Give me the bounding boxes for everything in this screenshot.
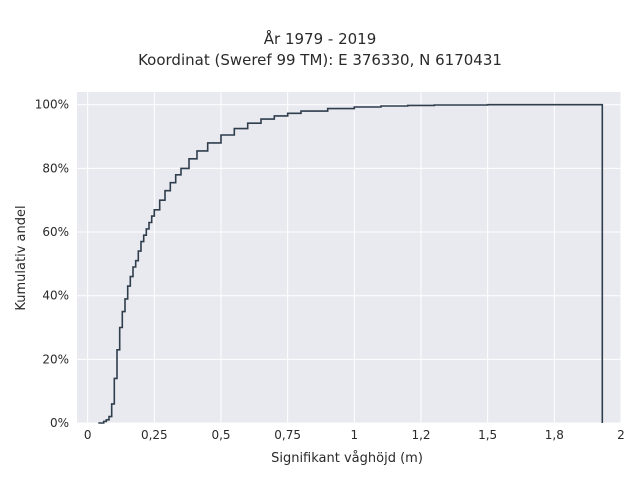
x-tick-label: 1: [351, 428, 359, 442]
cumulative-share-line: [98, 103, 604, 424]
y-axis-label: Kumulativ andel: [14, 205, 29, 310]
grid-layer: [77, 92, 622, 424]
y-tick-label: 80%: [42, 161, 69, 175]
y-tick-label: 0%: [50, 416, 69, 430]
x-tick-label: 0: [84, 428, 92, 442]
x-tick-label: 0,25: [141, 428, 168, 442]
x-tick-label: 1,2: [411, 428, 430, 442]
x-axis-label: Signifikant våghöjd (m): [271, 451, 423, 466]
x-tick-label: 2: [617, 428, 625, 442]
x-tick-label: 1,8: [545, 428, 564, 442]
x-tick-label: 0,75: [274, 428, 301, 442]
plot-area: [77, 92, 621, 423]
y-tick-label: 20%: [42, 352, 69, 366]
y-tick-label: 100%: [35, 98, 69, 112]
chart-subtitle: Koordinat (Sweref 99 TM): E 376330, N 61…: [138, 51, 502, 69]
chart-title: År 1979 - 2019: [263, 30, 377, 48]
y-tick-label: 60%: [42, 225, 69, 239]
tick-layer: 0% 20% 40% 60% 80% 100% 0 0,25 0,5 0,75 1 1,2 1,5 1,8…: [35, 98, 625, 442]
x-tick-label: 1,5: [478, 428, 497, 442]
x-tick-label: 0,5: [211, 428, 230, 442]
y-tick-label: 40%: [42, 289, 69, 303]
